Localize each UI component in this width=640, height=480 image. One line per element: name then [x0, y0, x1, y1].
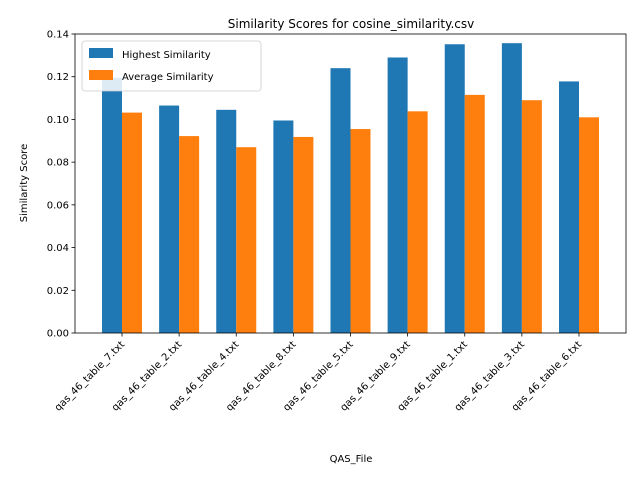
bar-average-similarity-1 — [122, 112, 142, 333]
x-axis-label: QAS_File — [330, 454, 373, 465]
bar-average-similarity-5 — [350, 129, 371, 333]
bar-highest-similarity-1 — [102, 77, 122, 334]
bar-highest-similarity-5 — [330, 68, 351, 334]
y-tick-label: 0.10 — [47, 115, 69, 126]
bar-average-similarity-9 — [579, 117, 599, 334]
y-tick-label: 0.02 — [47, 286, 69, 297]
bar-highest-similarity-8 — [501, 43, 522, 334]
y-tick-label: 0.14 — [47, 30, 69, 41]
legend-swatch-highest-similarity — [89, 48, 113, 58]
bar-average-similarity-8 — [521, 100, 542, 333]
bar-average-similarity-3 — [236, 147, 257, 333]
legend-label-highest-similarity: Highest Similarity — [122, 50, 211, 61]
y-tick-label: 0.08 — [47, 158, 69, 169]
bar-highest-similarity-9 — [559, 81, 579, 333]
chart-title: Similarity Scores for cosine_similarity.… — [228, 17, 474, 31]
bar-average-similarity-7 — [464, 94, 485, 333]
y-tick-label: 0.12 — [47, 72, 69, 83]
y-tick-label: 0.04 — [47, 243, 69, 254]
y-axis-label: Similarity Score — [19, 144, 30, 222]
bars-group — [102, 43, 599, 334]
bar-average-similarity-6 — [407, 111, 428, 333]
bar-highest-similarity-6 — [387, 57, 408, 333]
legend-swatch-average-similarity — [89, 70, 113, 80]
bar-highest-similarity-2 — [159, 105, 180, 334]
legend-label-average-similarity: Average Similarity — [122, 72, 214, 83]
y-tick-label: 0.06 — [47, 200, 69, 211]
bar-highest-similarity-3 — [216, 109, 237, 333]
bar-average-similarity-2 — [179, 136, 200, 333]
legend-box — [81, 40, 262, 92]
bar-highest-similarity-4 — [273, 120, 294, 333]
legend: Highest Similarity Average Similarity — [81, 40, 262, 92]
y-axis-ticks: 0.00 0.02 0.04 0.06 0.08 0.10 0.12 0.14 — [47, 30, 75, 340]
bar-average-similarity-4 — [293, 136, 314, 333]
plot-frame — [74, 33, 627, 334]
bar-highest-similarity-7 — [444, 44, 465, 333]
y-tick-label: 0.00 — [47, 329, 69, 340]
